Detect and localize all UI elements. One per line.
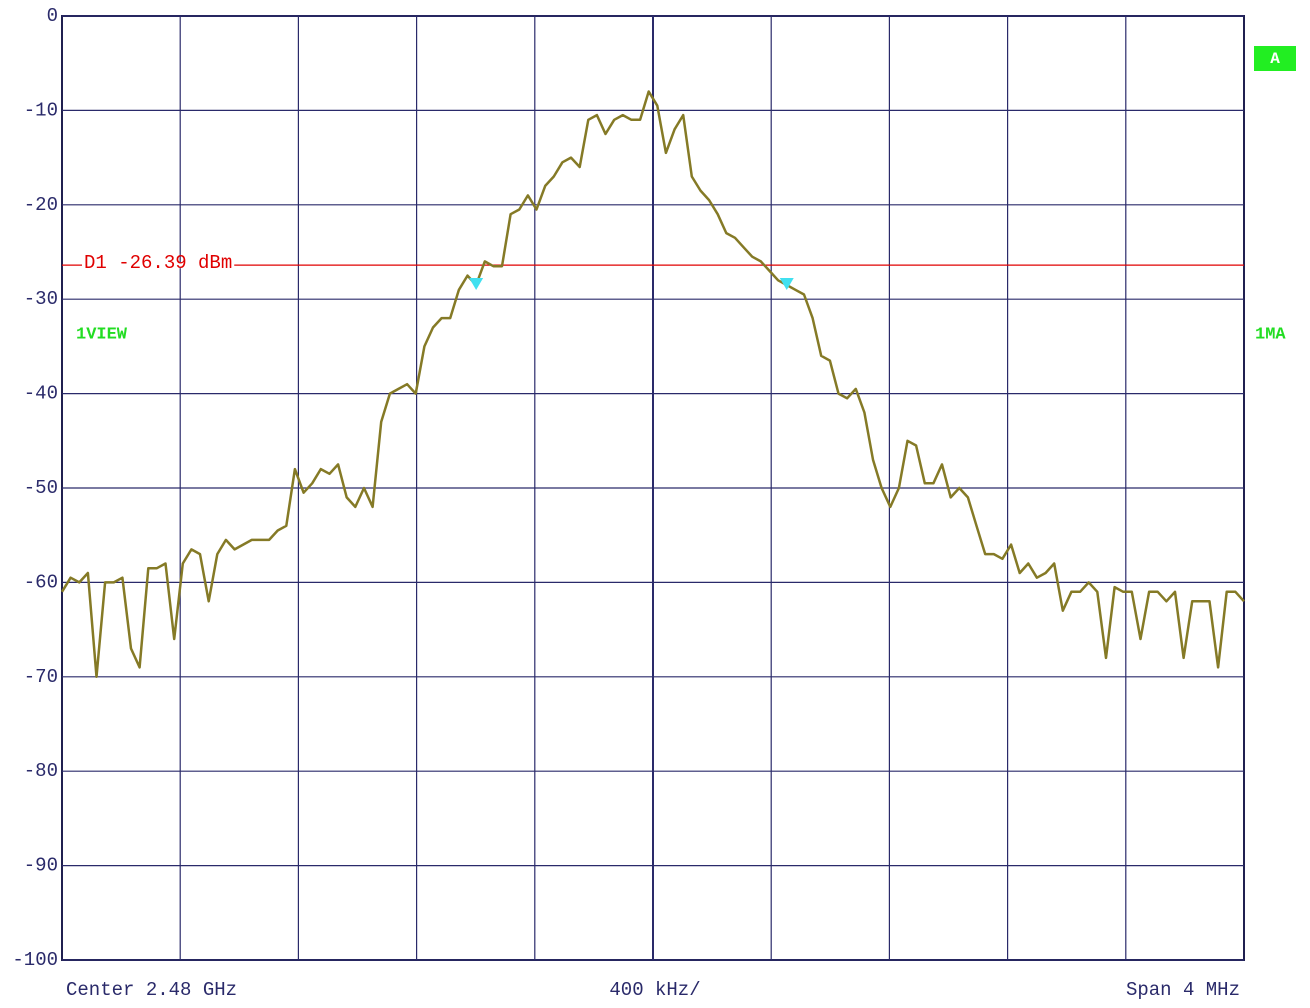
marker [469, 278, 484, 291]
trace-badge [1254, 46, 1296, 71]
y-tick-label: -80 [24, 760, 58, 782]
y-tick-label: -60 [24, 571, 58, 593]
y-tick-label: -40 [24, 383, 58, 405]
trace-badge-label: A [1270, 50, 1280, 68]
y-tick-label: -100 [12, 949, 58, 971]
reference-label: D1 -26.39 dBm [84, 252, 232, 274]
trace [60, 90, 1245, 679]
y-tick-label: -70 [24, 666, 58, 688]
x-left-label: Center 2.48 GHz [66, 979, 237, 1001]
reference-label-bg [82, 262, 235, 269]
y-tick-label: 0 [47, 5, 58, 27]
y-tick-label: -10 [24, 99, 58, 121]
y-tick-label: -20 [24, 194, 58, 216]
marker [779, 278, 794, 291]
x-right-label: Span 4 MHz [1126, 979, 1240, 1001]
ma-label: 1MA [1255, 325, 1286, 344]
y-tick-label: -90 [24, 855, 58, 877]
view-label: 1VIEW [76, 325, 128, 344]
y-tick-label: -50 [24, 477, 58, 499]
x-center-label: 400 kHz/ [609, 979, 700, 1001]
y-tick-label: -30 [24, 288, 58, 310]
